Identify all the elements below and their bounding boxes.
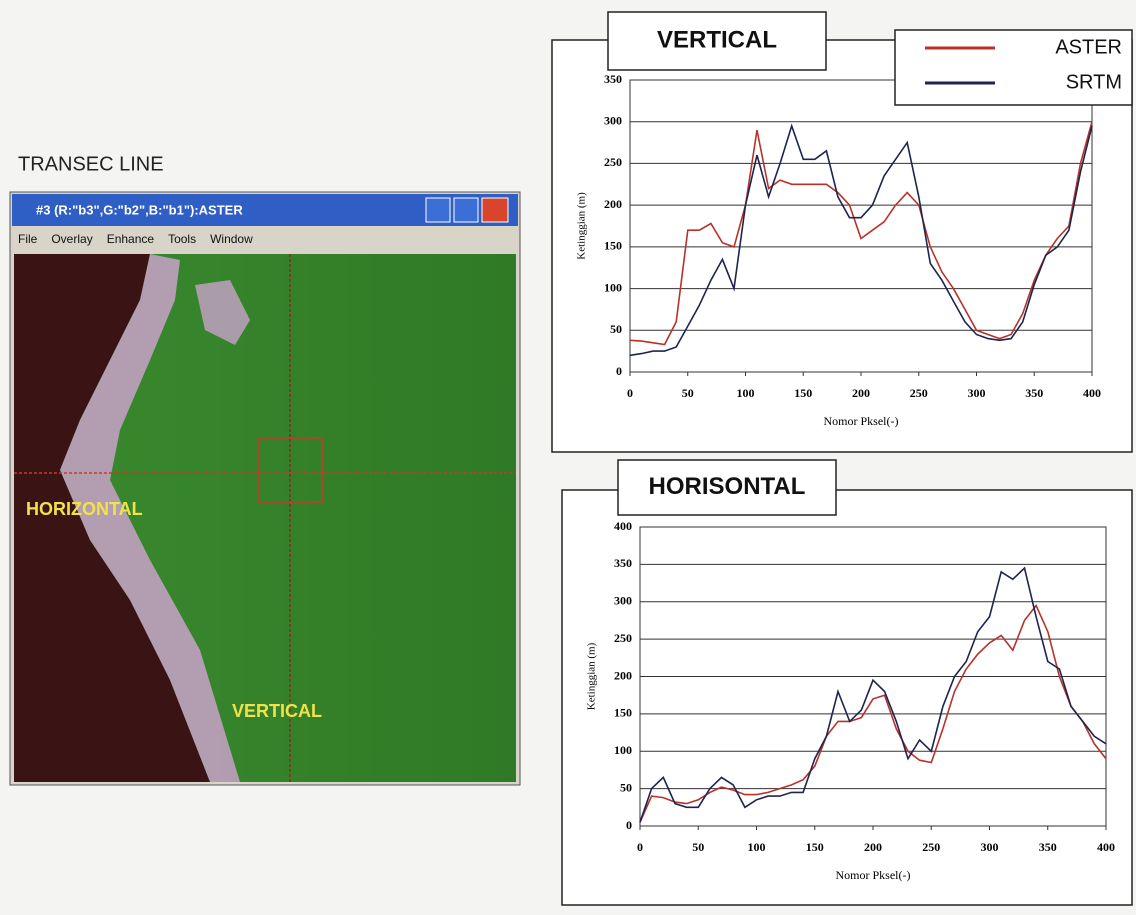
coastline	[60, 254, 240, 782]
chart: HORISONTAL 0 50 100 150 200 250 300 350 400 0 50 100…	[561, 459, 1133, 906]
y-tick-label: 150	[604, 239, 622, 253]
y-tick-label: 50	[620, 780, 632, 794]
window-title: #3 (R:"b3",G:"b2",B:"b1"):ASTER	[36, 202, 243, 217]
y-tick-label: 100	[604, 280, 622, 294]
y-tick-label: 300	[614, 594, 632, 608]
sea	[14, 254, 210, 782]
heading: TRANSEC LINE	[18, 153, 164, 175]
maximize-button[interactable]	[453, 197, 479, 223]
series-line	[629, 123, 1093, 357]
legend-box	[894, 29, 1133, 106]
x-tick-label: 400	[1083, 386, 1101, 400]
plot-area	[629, 79, 1093, 373]
y-tick-label: 300	[604, 113, 622, 127]
y-tick-label: 150	[614, 706, 632, 720]
chart-title: VERTICAL	[657, 26, 777, 53]
x-tick-label: 150	[794, 386, 812, 400]
legend-label: SRTM	[1066, 71, 1122, 93]
x-tick-label: 150	[806, 840, 824, 854]
x-tick-label: 200	[864, 840, 882, 854]
y-tick-label: 0	[626, 818, 632, 832]
x-tick-label: 250	[910, 386, 928, 400]
series-line	[629, 121, 1093, 346]
zoom-box	[257, 437, 323, 503]
y-tick-label: 250	[614, 631, 632, 645]
menu-item[interactable]: Window	[210, 232, 253, 246]
x-tick-label: 300	[981, 840, 999, 854]
chart: VERTICAL 0 50 100 150 200 250 300 350 0 50 100 150 20…	[551, 11, 1133, 453]
x-axis-title: Nomor Pksel(-)	[836, 868, 911, 882]
x-tick-label: 350	[1039, 840, 1057, 854]
y-tick-label: 350	[614, 556, 632, 570]
x-tick-label: 0	[627, 386, 633, 400]
y-axis-title: Ketinggian (m)	[586, 642, 598, 710]
x-tick-label: 200	[852, 386, 870, 400]
x-tick-label: 50	[682, 386, 694, 400]
clearing	[195, 280, 250, 345]
chart-title: HORISONTAL	[649, 473, 806, 500]
y-axis-title: Ketinggian (m)	[576, 192, 588, 260]
menu-item[interactable]: Tools	[168, 232, 196, 246]
menu-item[interactable]: Overlay	[51, 232, 92, 246]
image-window: #3 (R:"b3",G:"b2",B:"b1"):ASTER File Over…	[9, 191, 521, 786]
title-box	[617, 459, 837, 516]
menu-bar: File Overlay Enhance Tools Window	[18, 232, 253, 246]
horizontal-label: HORIZONTAL	[26, 499, 143, 519]
title-box	[607, 11, 827, 71]
y-tick-label: 200	[614, 668, 632, 682]
menu-item[interactable]: Enhance	[107, 232, 155, 246]
y-tick-label: 50	[610, 322, 622, 336]
x-tick-label: 50	[692, 840, 704, 854]
close-button[interactable]	[481, 197, 509, 223]
x-tick-label: 300	[968, 386, 986, 400]
x-tick-label: 350	[1025, 386, 1043, 400]
y-tick-label: 350	[604, 72, 622, 86]
x-tick-label: 100	[748, 840, 766, 854]
menu-item[interactable]: File	[18, 232, 38, 246]
y-tick-label: 250	[604, 155, 622, 169]
x-axis-title: Nomor Pksel(-)	[824, 414, 899, 428]
legend-label: ASTER	[1055, 36, 1122, 58]
series-line	[639, 603, 1107, 823]
y-tick-label: 400	[614, 519, 632, 533]
x-tick-label: 100	[737, 386, 755, 400]
minimize-button[interactable]	[425, 197, 451, 223]
x-tick-label: 0	[637, 840, 643, 854]
vertical-label: VERTICAL	[232, 701, 322, 721]
y-tick-label: 200	[604, 197, 622, 211]
x-tick-label: 250	[922, 840, 940, 854]
y-tick-label: 100	[614, 743, 632, 757]
x-tick-label: 400	[1097, 840, 1115, 854]
series-line	[639, 566, 1107, 823]
y-tick-label: 0	[616, 364, 622, 378]
